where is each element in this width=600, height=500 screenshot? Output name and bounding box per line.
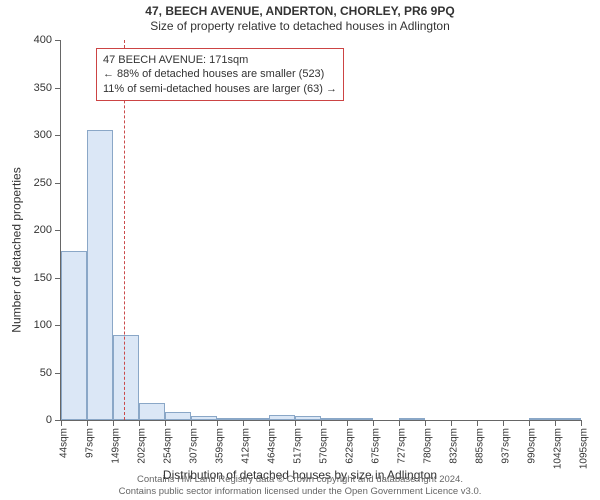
x-tick-label: 675sqm [371, 428, 382, 464]
annotation-box: 47 BEECH AVENUE: 171sqm ← 88% of detache… [96, 48, 344, 101]
histogram-bar [139, 403, 165, 420]
x-tick [217, 420, 218, 426]
footer-line2: Contains public sector information licen… [0, 486, 600, 498]
histogram-bar [217, 418, 243, 420]
x-tick-label: 780sqm [423, 428, 434, 464]
x-tick [347, 420, 348, 426]
x-tick-label: 464sqm [267, 428, 278, 464]
x-tick-label: 937sqm [501, 428, 512, 464]
y-tick-label: 300 [20, 129, 52, 141]
annotation-line1: 47 BEECH AVENUE: 171sqm [103, 53, 337, 67]
histogram-bar [555, 418, 581, 420]
x-tick [243, 420, 244, 426]
y-tick [55, 88, 61, 89]
y-tick-label: 350 [20, 82, 52, 94]
histogram-bar [399, 418, 425, 420]
x-tick-label: 990sqm [527, 428, 538, 464]
x-tick-label: 97sqm [85, 428, 96, 458]
x-tick-label: 885sqm [475, 428, 486, 464]
histogram-bar [87, 130, 113, 420]
annotation-line3: 11% of semi-detached houses are larger (… [103, 82, 337, 96]
y-tick-label: 400 [20, 34, 52, 46]
x-tick [503, 420, 504, 426]
x-tick [139, 420, 140, 426]
histogram-bar [61, 251, 87, 420]
histogram-bar [191, 416, 217, 420]
y-tick [55, 135, 61, 136]
x-tick [269, 420, 270, 426]
x-tick-label: 1095sqm [579, 428, 590, 469]
x-tick-label: 1042sqm [553, 428, 564, 469]
histogram-bar [347, 418, 373, 420]
chart-title-line1: 47, BEECH AVENUE, ANDERTON, CHORLEY, PR6… [0, 4, 600, 18]
x-tick [529, 420, 530, 426]
x-tick-label: 44sqm [59, 428, 70, 458]
property-size-chart: 47, BEECH AVENUE, ANDERTON, CHORLEY, PR6… [0, 0, 600, 500]
plot-area: 44sqm97sqm149sqm202sqm254sqm307sqm359sqm… [60, 40, 580, 420]
x-tick-label: 359sqm [215, 428, 226, 464]
x-tick [191, 420, 192, 426]
x-tick-label: 307sqm [189, 428, 200, 464]
y-tick-label: 200 [20, 224, 52, 236]
x-tick-label: 622sqm [345, 428, 356, 464]
y-tick [55, 40, 61, 41]
x-tick [451, 420, 452, 426]
y-tick [55, 230, 61, 231]
x-tick [321, 420, 322, 426]
x-tick [399, 420, 400, 426]
y-axis-label: Number of detached properties [10, 167, 24, 332]
x-tick [87, 420, 88, 426]
x-tick [61, 420, 62, 426]
histogram-bar [113, 335, 139, 421]
x-tick-label: 517sqm [293, 428, 304, 464]
x-tick-label: 254sqm [163, 428, 174, 464]
y-tick-label: 50 [20, 367, 52, 379]
y-tick-label: 150 [20, 272, 52, 284]
chart-title-line2: Size of property relative to detached ho… [0, 19, 600, 33]
x-tick [581, 420, 582, 426]
x-tick [425, 420, 426, 426]
x-tick [113, 420, 114, 426]
x-tick-label: 412sqm [241, 428, 252, 464]
y-tick-label: 0 [20, 414, 52, 426]
x-tick [555, 420, 556, 426]
x-tick-label: 727sqm [397, 428, 408, 464]
histogram-bar [295, 416, 321, 420]
y-tick-label: 250 [20, 177, 52, 189]
x-tick [477, 420, 478, 426]
x-tick-label: 202sqm [137, 428, 148, 464]
histogram-bar [321, 418, 347, 420]
y-tick-label: 100 [20, 319, 52, 331]
x-tick [373, 420, 374, 426]
x-tick-label: 149sqm [111, 428, 122, 464]
histogram-bar [165, 412, 191, 420]
annotation-line2: ← 88% of detached houses are smaller (52… [103, 67, 337, 81]
x-tick [295, 420, 296, 426]
y-tick [55, 183, 61, 184]
footer-line1: Contains HM Land Registry data © Crown c… [0, 474, 600, 486]
x-tick-label: 832sqm [449, 428, 460, 464]
histogram-bar [529, 418, 555, 420]
x-tick-label: 570sqm [319, 428, 330, 464]
histogram-bar [269, 415, 295, 420]
footer-attribution: Contains HM Land Registry data © Crown c… [0, 474, 600, 498]
histogram-bar [243, 418, 269, 420]
x-tick [165, 420, 166, 426]
